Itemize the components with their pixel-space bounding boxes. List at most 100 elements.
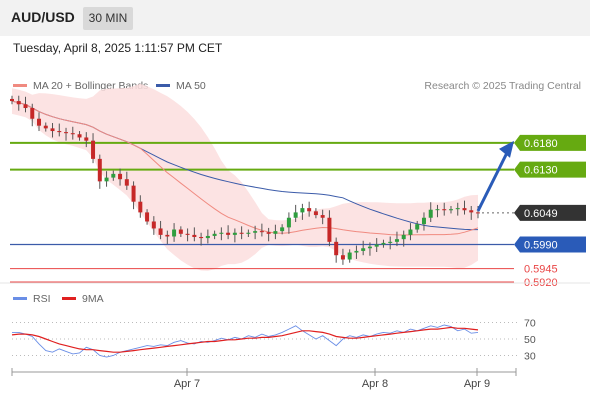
candle: [354, 245, 359, 259]
candle: [307, 201, 312, 217]
support-label-1: 0.5945: [524, 264, 558, 276]
resistance-tag-1-text: 0.6180: [524, 138, 558, 150]
candle-body: [192, 234, 197, 238]
ma50-swatch: [156, 83, 170, 87]
candle: [43, 122, 48, 132]
rsi-swatch: [13, 296, 27, 300]
candle-body: [185, 233, 190, 235]
pivot-tag-box: [514, 236, 586, 253]
candle: [23, 96, 28, 113]
candle: [320, 209, 325, 225]
candle: [118, 168, 123, 186]
rsi-tick-label: 50: [524, 334, 536, 346]
candle-body: [205, 235, 210, 239]
forecast-arrow-head: [499, 140, 514, 158]
timeframe-button[interactable]: 30 MIN: [83, 7, 133, 30]
timestamp: Tuesday, April 8, 2025 1:11:57 PM CET: [13, 41, 223, 55]
candle-body: [273, 231, 278, 234]
candle-body: [104, 177, 109, 182]
candle-body: [158, 228, 163, 235]
candle: [16, 95, 21, 111]
candle-body: [327, 217, 332, 242]
candle-body: [334, 241, 339, 256]
candle: [232, 228, 237, 243]
candle: [205, 229, 210, 244]
candle-body: [111, 173, 116, 178]
candle: [37, 112, 42, 132]
candle: [70, 126, 75, 140]
candle-body: [259, 231, 264, 233]
candle: [199, 232, 204, 246]
candle-body: [151, 221, 156, 229]
candle: [388, 236, 393, 250]
candle: [253, 225, 258, 240]
candle: [151, 216, 156, 235]
candle-body: [388, 241, 393, 243]
candle: [91, 133, 96, 164]
candle: [448, 205, 453, 214]
candle: [286, 212, 291, 234]
legend-9ma: 9MA: [62, 293, 104, 305]
candle-body: [23, 104, 28, 109]
legend-ma50: MA 50: [156, 80, 206, 92]
candle: [381, 239, 386, 248]
candle-body: [138, 201, 143, 213]
candle-body: [455, 208, 460, 210]
candle-body: [178, 229, 183, 234]
resistance-tag-1-box: [514, 134, 586, 151]
candle: [138, 195, 143, 218]
candle: [280, 224, 285, 235]
candle-body: [293, 212, 298, 218]
candle-body: [145, 212, 150, 222]
candle: [104, 171, 109, 187]
candle-body: [442, 209, 447, 211]
resistance-tag-2-text: 0.6130: [524, 165, 558, 177]
candle: [84, 132, 89, 148]
candle-body: [401, 234, 406, 240]
candle: [50, 123, 55, 138]
candle: [30, 103, 35, 127]
candle: [266, 227, 271, 242]
candle: [394, 231, 399, 247]
pivot-tag-text: 0.5990: [524, 240, 558, 252]
rsi-line: [12, 324, 479, 358]
candle: [259, 223, 264, 237]
candle-body: [415, 224, 420, 230]
candle: [97, 154, 102, 189]
legend-rsi-label: RSI: [33, 293, 51, 305]
candle: [367, 242, 372, 256]
rsi-9ma-line: [11, 326, 479, 353]
candle-body: [340, 255, 345, 260]
x-axis-label: Apr 7: [174, 378, 200, 390]
candle-body: [320, 215, 325, 218]
candle: [131, 181, 136, 210]
candle: [428, 202, 433, 223]
x-axis-label: Apr 8: [362, 378, 388, 390]
candle-body: [307, 208, 312, 212]
candle: [219, 227, 224, 241]
x-axis-label: Apr 9: [464, 378, 490, 390]
candle: [165, 230, 170, 244]
candle: [401, 230, 406, 247]
candle-body: [30, 108, 35, 119]
candle-body: [172, 229, 177, 237]
candle-body: [361, 248, 366, 251]
candle: [172, 223, 177, 242]
ma20-swatch: [13, 83, 27, 87]
candle-body: [10, 98, 14, 102]
resistance-tag-2-box: [514, 161, 586, 178]
candle: [435, 204, 440, 218]
candle: [361, 240, 366, 256]
candle-body: [354, 250, 359, 253]
candle: [334, 237, 339, 263]
top-bar: AUD/USD 30 MIN: [0, 0, 590, 36]
candle: [145, 209, 150, 225]
candle-body: [313, 211, 318, 216]
legend-9ma-label: 9MA: [82, 293, 104, 305]
candle-body: [300, 208, 305, 213]
current-price-tag-box: [514, 204, 586, 221]
candle-body: [367, 246, 372, 249]
candle: [10, 95, 14, 105]
candles: [10, 95, 480, 265]
